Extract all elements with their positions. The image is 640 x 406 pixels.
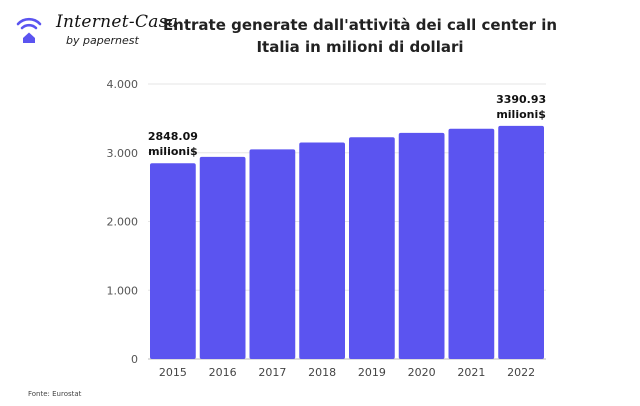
y-tick-label: 2.000 (107, 216, 139, 229)
bar-2022 (498, 125, 544, 359)
logo-tagline: by papernest (66, 34, 139, 47)
data-label: 3390.93 (496, 93, 546, 106)
chart-title: Entrate generate dall'attività dei call … (162, 16, 558, 56)
x-tick-label: 2016 (209, 366, 237, 379)
y-tick-label: 1.000 (107, 284, 139, 297)
brand-logo: Internet-Casa by papernest (14, 10, 178, 54)
x-tick-label: 2015 (159, 366, 187, 379)
data-label: milioni$ (496, 108, 546, 121)
logo-name: Internet-Casa (56, 12, 179, 32)
y-tick-label: 4.000 (107, 78, 139, 91)
x-tick-label: 2019 (358, 366, 386, 379)
y-tick-label: 0 (131, 353, 138, 366)
bar-2017 (249, 149, 296, 359)
x-tick-label: 2021 (457, 366, 485, 379)
x-tick-label: 2018 (308, 366, 336, 379)
bars (150, 125, 544, 359)
y-tick-label: 3.000 (107, 147, 139, 160)
bar-2021 (448, 128, 495, 359)
annotations: 2848.09 milioni$ 3390.93 milioni$ (148, 93, 546, 158)
bar-2019 (349, 137, 395, 359)
x-tick-label: 2017 (258, 366, 286, 379)
data-label: 2848.09 (148, 130, 198, 143)
bar-2020 (398, 132, 445, 359)
bar-2016 (199, 156, 246, 359)
x-tick-label: 2022 (507, 366, 535, 379)
x-axis-ticks: 2015 2016 2017 2018 2019 2020 2021 2022 (159, 366, 535, 379)
y-axis-ticks: 0 1.000 2.000 3.000 4.000 (107, 78, 139, 366)
source-note: Fonte: Eurostat (28, 390, 82, 398)
wifi-home-icon (16, 17, 42, 43)
x-tick-label: 2020 (408, 366, 436, 379)
bar-2015 (150, 163, 196, 359)
data-label: milioni$ (148, 145, 198, 158)
bar-2018 (299, 142, 345, 359)
